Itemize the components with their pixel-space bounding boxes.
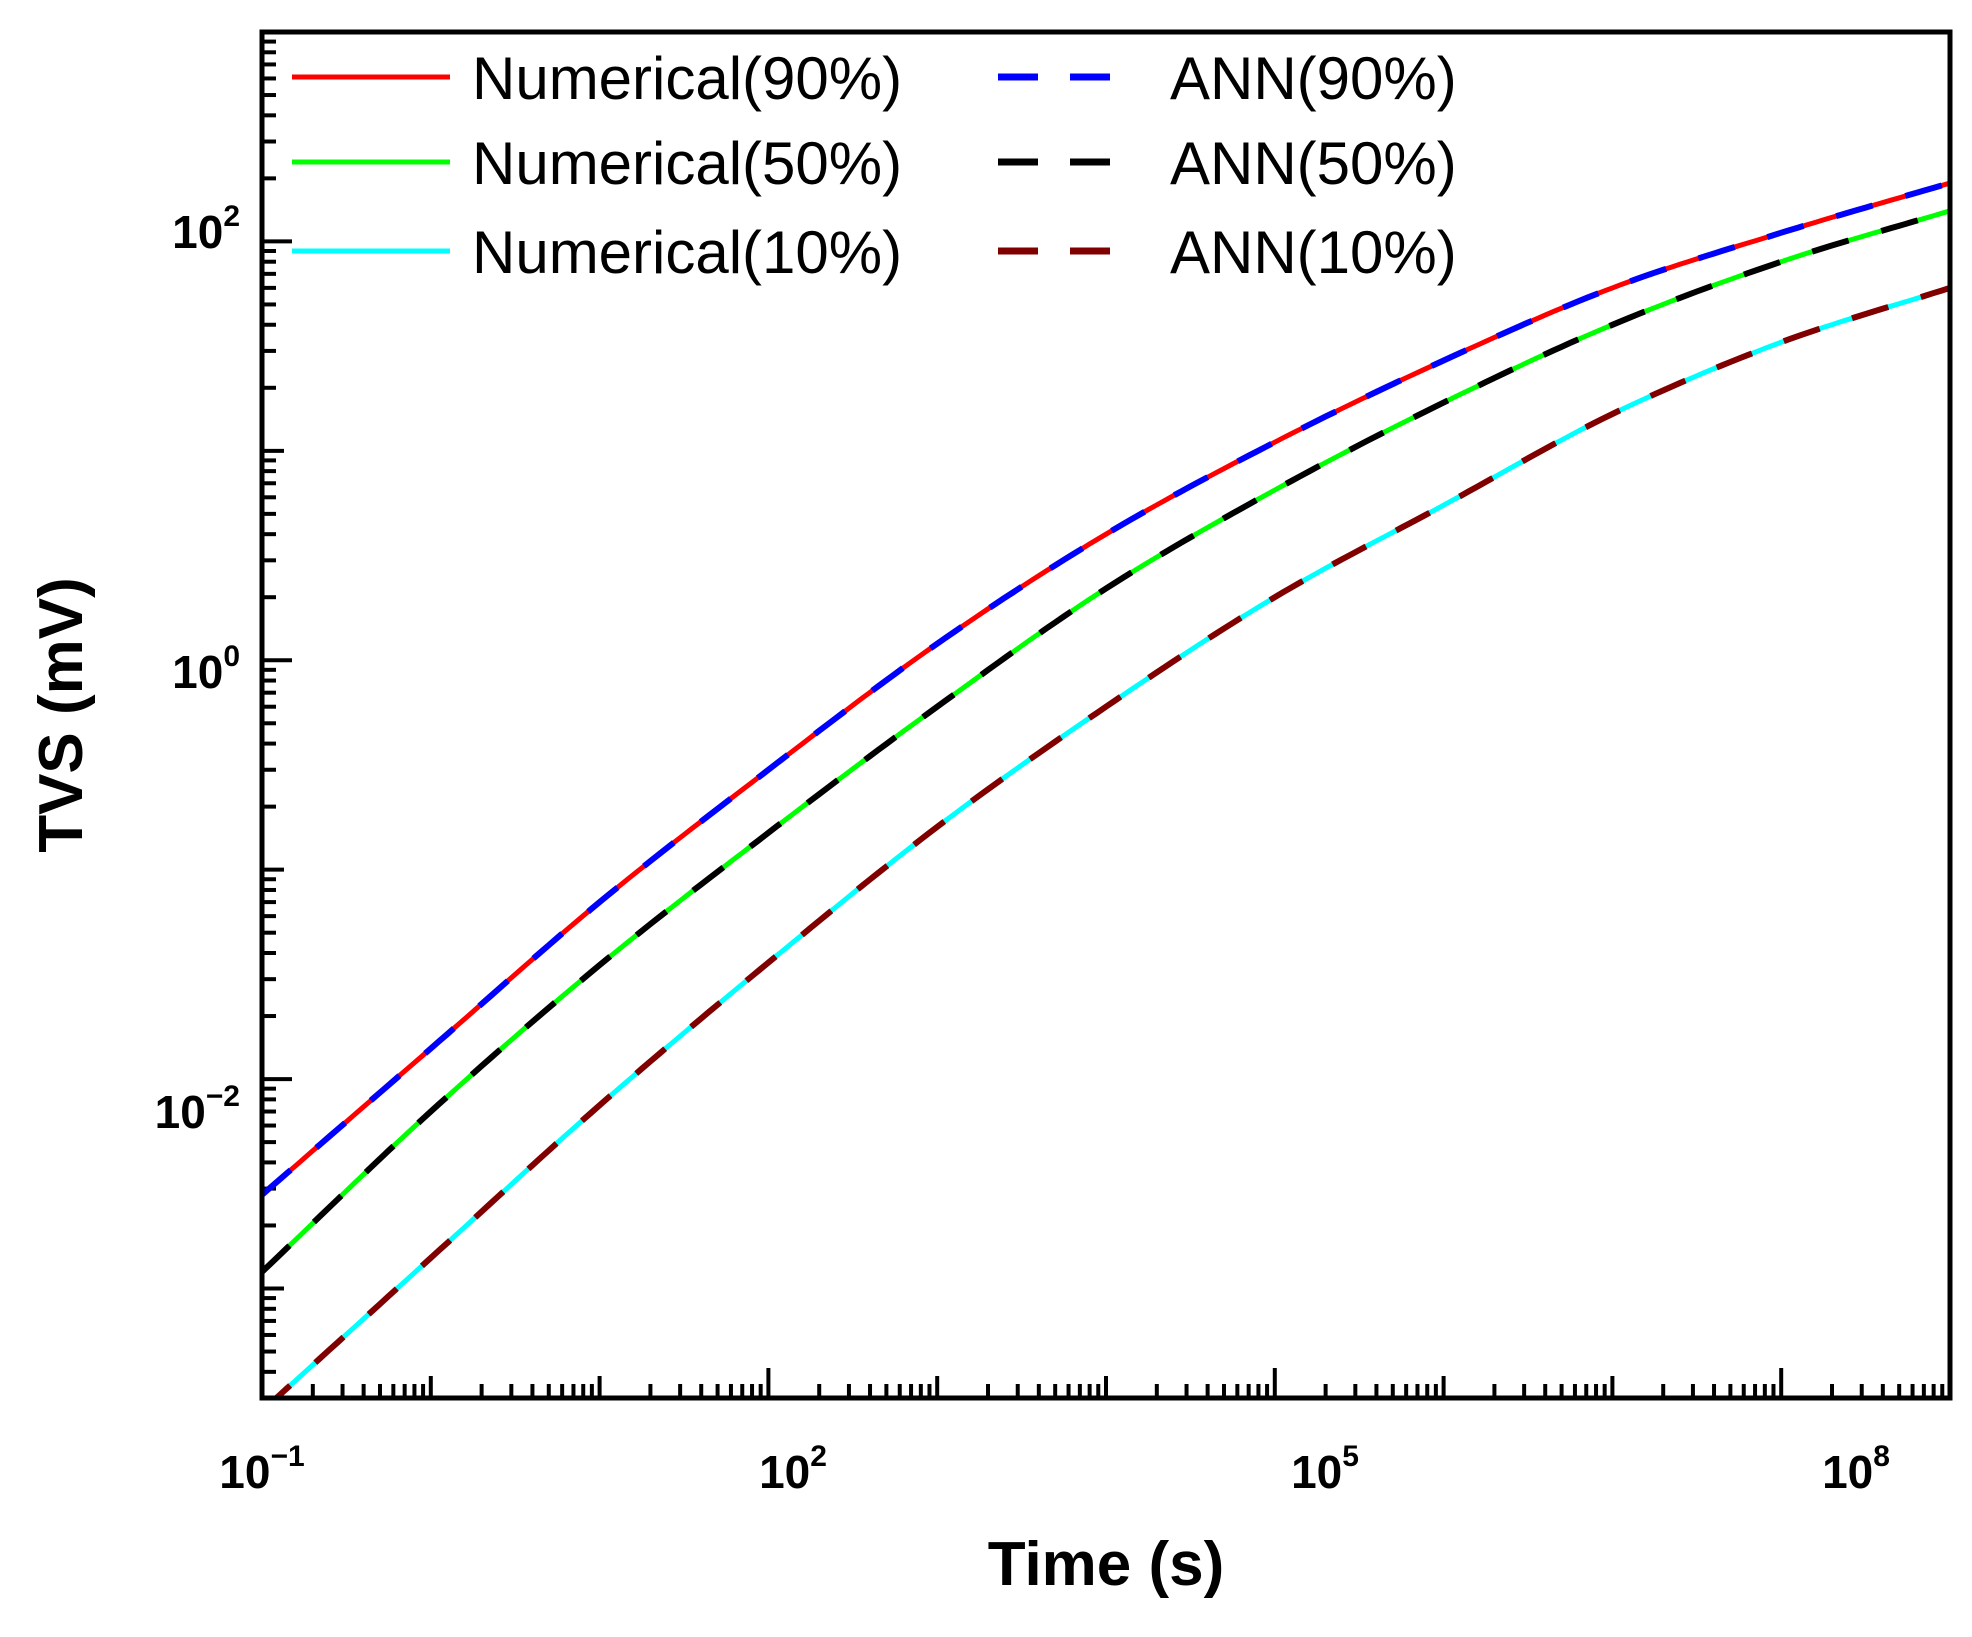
series-line-ann-90	[262, 180, 1950, 1198]
series-line-ann-10	[271, 285, 1950, 1398]
y-tick-labels: 10−2 100 102	[155, 200, 240, 1138]
x-tick-label: 105	[1291, 1440, 1359, 1498]
legend-label-ann-10: ANN(10%)	[1170, 219, 1457, 286]
y-tick-label: 10−2	[155, 1080, 240, 1138]
y-tick-label: 100	[172, 640, 240, 698]
y-axis-title: TVS (mV)	[27, 577, 96, 853]
x-tick-label: 108	[1822, 1440, 1890, 1498]
legend-label-ann-90: ANN(90%)	[1170, 45, 1457, 112]
x-tick-label: 102	[759, 1440, 827, 1498]
plot-frame	[259, 29, 1953, 1401]
legend-label-numerical-50: Numerical(50%)	[472, 130, 902, 197]
series-line-numerical-10	[272, 285, 1950, 1398]
series-line-numerical-50	[262, 208, 1950, 1274]
legend: Numerical(90%) ANN(90%) Numerical(50%) A…	[292, 45, 1457, 286]
legend-label-ann-50: ANN(50%)	[1170, 130, 1457, 197]
x-tick-label: 10−1	[219, 1440, 304, 1498]
series-line-numerical-90	[262, 180, 1950, 1197]
series-lines	[262, 180, 1950, 1398]
y-tick-label: 102	[172, 200, 240, 258]
series-line-ann-50	[262, 207, 1950, 1275]
plot-area	[259, 29, 1953, 1401]
legend-label-numerical-90: Numerical(90%)	[472, 45, 902, 112]
legend-label-numerical-10: Numerical(10%)	[472, 219, 902, 286]
x-axis-title: Time (s)	[988, 1530, 1225, 1599]
x-tick-labels: 10−1 102 105 108	[219, 1440, 1890, 1498]
